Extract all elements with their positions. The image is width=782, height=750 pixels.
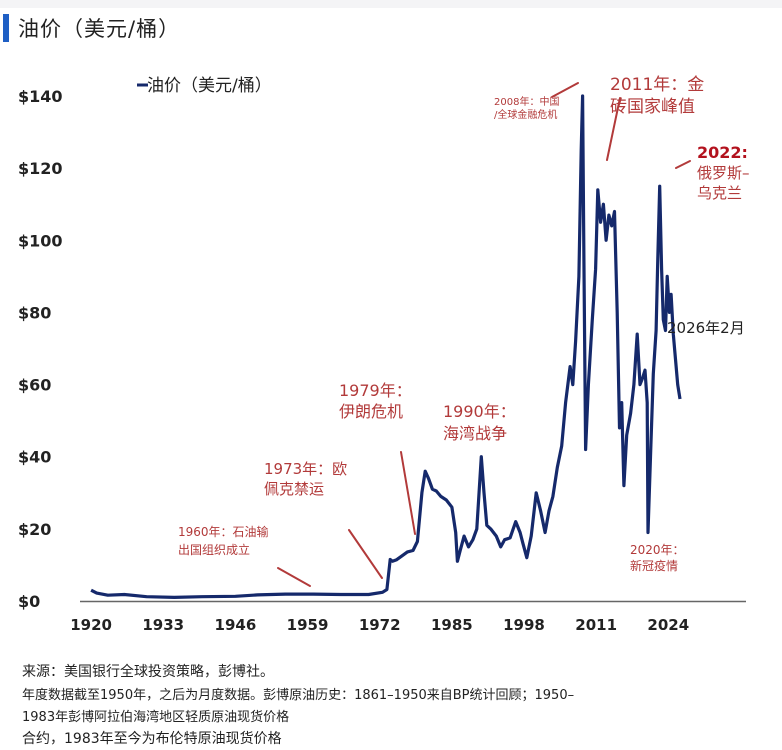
annotation-leader-line — [551, 82, 579, 98]
annotation-1960: 1960年：石油输出国组织成立 — [178, 524, 269, 557]
y-tick-label: $40 — [18, 448, 51, 467]
y-tick-label: $80 — [18, 303, 51, 322]
page-title: 油价（美元/桶） — [18, 17, 181, 41]
title-accent-bar — [3, 14, 9, 42]
annotation-line: 1990年： — [443, 402, 516, 421]
y-tick-label: $0 — [18, 592, 40, 611]
annotation-line: 2020年： — [630, 543, 685, 557]
annotation-line: 2011年：金 — [610, 75, 704, 95]
top-band — [0, 0, 782, 8]
annotation-1973: 1973年：欧佩克禁运 — [264, 460, 347, 498]
y-tick-labels: $0 $20 $40 $60 $80 $100 $120 $140 — [18, 87, 63, 611]
annotation-line: /全球金融危机 — [494, 108, 557, 121]
annotation-leader-line — [400, 451, 416, 535]
legend-label: 油价（美元/桶） — [147, 76, 272, 96]
annotation-line: 海湾战争 — [443, 424, 507, 443]
x-tick-label: 1933 — [142, 616, 184, 634]
annotation-line: 1960年：石油输 — [178, 524, 269, 539]
annotation-1979: 1979年： 伊朗危机 — [339, 381, 412, 421]
x-tick-label: 1920 — [70, 616, 112, 634]
annotation-line: 2008年：中国 — [494, 95, 559, 108]
annotation-2011: 2011年：金砖国家峰值 — [610, 75, 704, 117]
annotation-line: 2026年2月 — [667, 319, 745, 337]
y-tick-label: $20 — [18, 520, 51, 539]
x-tick-label: 1959 — [287, 616, 329, 634]
annotation-leader-line — [277, 567, 311, 587]
x-tick-labels: 1920 1933 1946 1959 1972 1985 1998 2011 2024 — [70, 616, 689, 634]
x-tick-label: 1972 — [359, 616, 401, 634]
annotation-line: 出国组织成立 — [178, 542, 250, 557]
annotation-2026: 2026年2月 — [667, 319, 745, 337]
annotation-line: 1973年：欧 — [264, 460, 347, 478]
annotation-line: 新冠疫情 — [630, 558, 678, 573]
y-tick-label: $60 — [18, 376, 51, 395]
annotation-2008: 2008年：中国/全球金融危机 — [494, 95, 559, 121]
annotation-2022: 2022: 俄罗斯– 乌克兰 — [697, 143, 750, 202]
annotation-1990: 1990年： 海湾战争 — [443, 402, 516, 443]
annotation-line: 佩克禁运 — [264, 480, 324, 498]
footer-note-line1: 年度数据截至1950年，之后为月度数据。彭博原油历史：1861–1950来自BP… — [22, 688, 575, 703]
annotation-leader-line — [348, 529, 383, 579]
annotations: 1960年：石油输出国组织成立 1973年：欧佩克禁运 1979年： 伊朗危机 1990… — [178, 75, 750, 573]
legend: 油价（美元/桶） — [137, 76, 272, 96]
annotation-line: 砖国家峰值 — [610, 97, 695, 117]
x-tick-label: 2024 — [647, 616, 689, 634]
footer-note-line2: 1983年彭博阿拉伯海湾地区轻质原油现货价格 — [22, 710, 290, 725]
annotation-line: 1979年： — [339, 381, 412, 400]
x-tick-label: 1998 — [503, 616, 545, 634]
annotation-line: 伊朗危机 — [339, 402, 403, 421]
footer-source: 来源：美国银行全球投资策略，彭博社。 — [22, 664, 274, 680]
oil-price-series-line — [90, 94, 682, 599]
annotation-line: 乌克兰 — [697, 184, 742, 202]
x-tick-label: 2011 — [575, 616, 617, 634]
annotation-leader-line — [675, 160, 691, 169]
y-tick-label: $140 — [18, 87, 63, 106]
y-tick-label: $120 — [18, 159, 63, 178]
oil-price-chart: $0$20$40$60$80$100$120$140 1920 1933 1946 1… — [18, 75, 750, 634]
y-tick-label: $100 — [18, 231, 63, 250]
annotation-leader-line — [606, 97, 621, 161]
x-tick-label: 1946 — [215, 616, 257, 634]
annotation-line: 2022: — [697, 143, 748, 162]
annotation-2020: 2020年：新冠疫情 — [630, 543, 685, 573]
annotation-leader-lines — [277, 82, 691, 587]
footer-note-line3: 合约，1983年至今为布伦特原油现货价格 — [22, 731, 282, 747]
annotation-line: 俄罗斯– — [697, 164, 750, 182]
x-tick-label: 1985 — [431, 616, 473, 634]
